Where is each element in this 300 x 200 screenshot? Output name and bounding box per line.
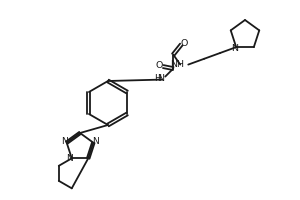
Text: NH: NH — [170, 60, 184, 69]
Text: N: N — [157, 74, 164, 83]
Text: O: O — [156, 61, 163, 70]
Text: O: O — [181, 39, 188, 48]
Text: N: N — [92, 137, 99, 146]
Text: N: N — [66, 154, 73, 163]
Text: N: N — [61, 137, 68, 146]
Text: H: H — [154, 74, 161, 83]
Text: N: N — [231, 44, 238, 53]
